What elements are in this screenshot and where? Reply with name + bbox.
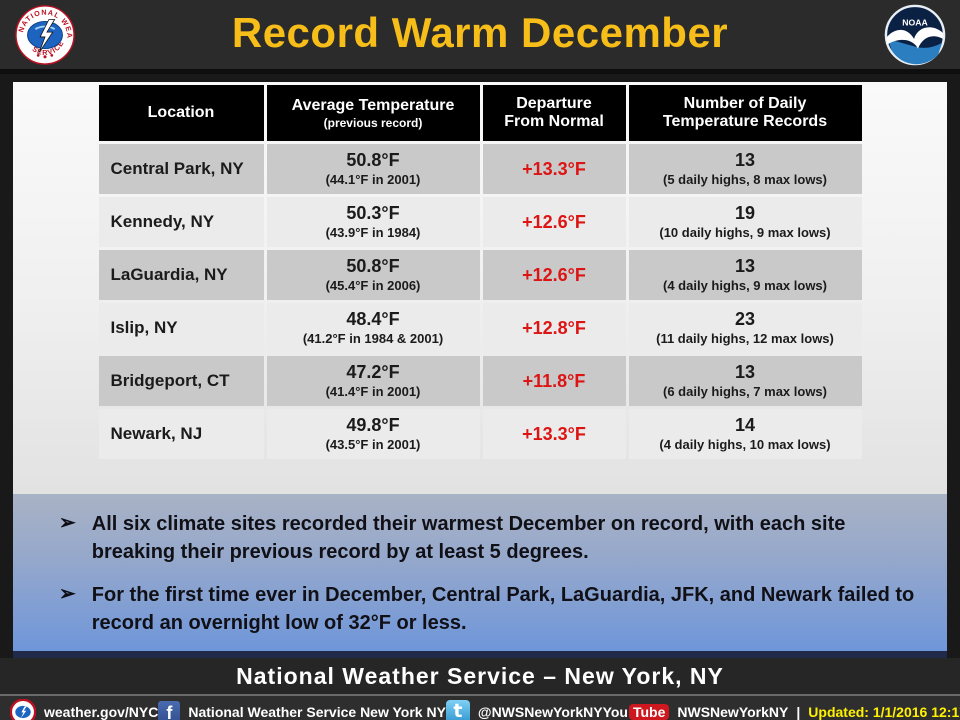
avg-temp-cell: 50.3°F (43.9°F in 1984) bbox=[266, 197, 480, 247]
departure-cell: +12.6°F bbox=[482, 197, 626, 247]
avg-temp-cell: 50.8°F (44.1°F in 2001) bbox=[266, 144, 480, 194]
avg-temp-cell: 49.8°F (43.5°F in 2001) bbox=[266, 409, 480, 459]
records-cell: 14 (4 daily highs, 10 max lows) bbox=[628, 409, 862, 459]
avg-temp-cell: 48.4°F (41.2°F in 1984 & 2001) bbox=[266, 303, 480, 353]
youtube-name: NWSNewYorkNY bbox=[677, 704, 789, 720]
bullet-item: ➢ For the first time ever in December, C… bbox=[59, 581, 919, 637]
bullet-arrow-icon: ➢ bbox=[59, 583, 76, 605]
records-cell: 13 (5 daily highs, 8 max lows) bbox=[628, 144, 862, 194]
avg-temp-value: 50.8°F bbox=[346, 150, 400, 171]
prev-record-value: (43.5°F in 2001) bbox=[325, 437, 421, 452]
svg-text:NOAA: NOAA bbox=[902, 17, 928, 27]
office-banner: National Weather Service – New York, NY bbox=[0, 658, 960, 694]
avg-temp-value: 49.8°F bbox=[346, 415, 400, 436]
avg-temp-value: 50.3°F bbox=[346, 203, 400, 224]
prev-record-value: (44.1°F in 2001) bbox=[325, 172, 421, 187]
records-count: 13 bbox=[734, 150, 756, 171]
table-row: Islip, NY 48.4°F (41.2°F in 1984 & 2001)… bbox=[98, 303, 862, 353]
office-banner-text: National Weather Service – New York, NY bbox=[236, 662, 724, 689]
table-section: Location Average Temperature (previous r… bbox=[13, 82, 947, 494]
column-header-avg-temp: Average Temperature (previous record) bbox=[266, 85, 480, 141]
nws-logo-icon: NATIONAL WEATHER SERVICE bbox=[14, 4, 75, 65]
location-cell: Kennedy, NY bbox=[98, 197, 264, 247]
records-detail: (4 daily highs, 10 max lows) bbox=[659, 437, 831, 452]
departure-value: +12.6°F bbox=[522, 264, 586, 285]
records-cell: 19 (10 daily highs, 9 max lows) bbox=[628, 197, 862, 247]
bullet-text: For the first time ever in December, Cen… bbox=[91, 584, 915, 634]
avg-temp-value: 47.2°F bbox=[346, 362, 400, 383]
column-header-location: Location bbox=[98, 85, 264, 141]
header-band: NATIONAL WEATHER SERVICE Record Warm Dec… bbox=[0, 0, 960, 74]
avg-temp-value: 50.8°F bbox=[346, 256, 400, 277]
facebook-name: National Weather Service New York NY bbox=[188, 704, 446, 720]
records-cell: 13 (6 daily highs, 7 max lows) bbox=[628, 356, 862, 406]
records-detail: (6 daily highs, 7 max lows) bbox=[663, 384, 827, 399]
youtube-logo-you: You bbox=[602, 704, 628, 720]
twitter-group: t @NWSNewYorkNY bbox=[445, 700, 603, 720]
bullet-item: ➢ All six climate sites recorded their w… bbox=[59, 510, 919, 566]
social-bar: weather.gov/NYC f National Weather Servi… bbox=[0, 694, 960, 720]
departure-value: +13.3°F bbox=[522, 423, 586, 444]
records-count: 23 bbox=[734, 309, 756, 330]
page-title: Record Warm December bbox=[231, 8, 729, 56]
summary-section: ➢ All six climate sites recorded their w… bbox=[13, 494, 947, 658]
website-group: weather.gov/NYC bbox=[10, 699, 158, 720]
separator-pipe: | bbox=[796, 704, 801, 720]
departure-value: +12.6°F bbox=[522, 211, 586, 232]
nws-logo-small-icon bbox=[10, 699, 36, 720]
departure-value: +13.3°F bbox=[522, 158, 586, 179]
departure-cell: +11.8°F bbox=[482, 356, 626, 406]
table-header-row: Location Average Temperature (previous r… bbox=[98, 85, 862, 141]
table-row: Kennedy, NY 50.3°F (43.9°F in 1984) +12.… bbox=[98, 197, 862, 247]
bullet-text: All six climate sites recorded their war… bbox=[91, 513, 846, 563]
records-detail: (10 daily highs, 9 max lows) bbox=[659, 225, 831, 240]
updated-timestamp: Updated: 1/1/2016 12:17 PM bbox=[808, 704, 960, 720]
location-cell: Newark, NJ bbox=[98, 409, 264, 459]
records-count: 14 bbox=[734, 415, 756, 436]
records-count: 19 bbox=[734, 203, 756, 224]
facebook-group: f National Weather Service New York NY bbox=[158, 701, 446, 720]
bullet-arrow-icon: ➢ bbox=[59, 512, 76, 534]
youtube-logo-tube: Tube bbox=[628, 704, 670, 720]
prev-record-value: (43.9°F in 1984) bbox=[325, 225, 421, 240]
location-cell: Central Park, NY bbox=[98, 144, 264, 194]
location-cell: LaGuardia, NY bbox=[98, 250, 264, 300]
records-detail: (4 daily highs, 9 max lows) bbox=[663, 278, 827, 293]
departure-cell: +13.3°F bbox=[482, 409, 626, 459]
youtube-logo: You Tube bbox=[603, 704, 670, 720]
records-cell: 23 (11 daily highs, 12 max lows) bbox=[628, 303, 862, 353]
avg-temp-value: 48.4°F bbox=[346, 309, 400, 330]
table-row: Central Park, NY 50.8°F (44.1°F in 2001)… bbox=[98, 144, 862, 194]
twitter-handle: @NWSNewYorkNY bbox=[477, 704, 603, 720]
climate-records-table: Location Average Temperature (previous r… bbox=[96, 82, 865, 462]
website-url: weather.gov/NYC bbox=[44, 704, 159, 720]
column-header-departure: Departure From Normal bbox=[482, 85, 626, 141]
departure-value: +11.8°F bbox=[522, 370, 586, 391]
prev-record-value: (45.4°F in 2006) bbox=[325, 278, 421, 293]
twitter-icon: t bbox=[445, 700, 470, 720]
departure-cell: +12.6°F bbox=[482, 250, 626, 300]
records-detail: (5 daily highs, 8 max lows) bbox=[663, 172, 827, 187]
avg-temp-cell: 50.8°F (45.4°F in 2006) bbox=[266, 250, 480, 300]
table-row: LaGuardia, NY 50.8°F (45.4°F in 2006) +1… bbox=[98, 250, 862, 300]
facebook-icon: f bbox=[158, 701, 181, 720]
youtube-group: You Tube NWSNewYorkNY | Updated: 1/1/201… bbox=[603, 704, 960, 720]
records-detail: (11 daily highs, 12 max lows) bbox=[656, 331, 834, 346]
departure-cell: +13.3°F bbox=[482, 144, 626, 194]
table-row: Bridgeport, CT 47.2°F (41.4°F in 2001) +… bbox=[98, 356, 862, 406]
table-row: Newark, NJ 49.8°F (43.5°F in 2001) +13.3… bbox=[98, 409, 862, 459]
location-cell: Islip, NY bbox=[98, 303, 264, 353]
departure-cell: +12.8°F bbox=[482, 303, 626, 353]
records-count: 13 bbox=[734, 362, 756, 383]
prev-record-value: (41.2°F in 1984 & 2001) bbox=[302, 331, 444, 346]
prev-record-value: (41.4°F in 2001) bbox=[325, 384, 421, 399]
column-header-records: Number of Daily Temperature Records bbox=[628, 85, 862, 141]
location-cell: Bridgeport, CT bbox=[98, 356, 264, 406]
avg-temp-cell: 47.2°F (41.4°F in 2001) bbox=[266, 356, 480, 406]
noaa-logo-icon: NOAA bbox=[884, 4, 946, 65]
departure-value: +12.8°F bbox=[522, 317, 586, 338]
records-count: 13 bbox=[734, 256, 756, 277]
records-cell: 13 (4 daily highs, 9 max lows) bbox=[628, 250, 862, 300]
